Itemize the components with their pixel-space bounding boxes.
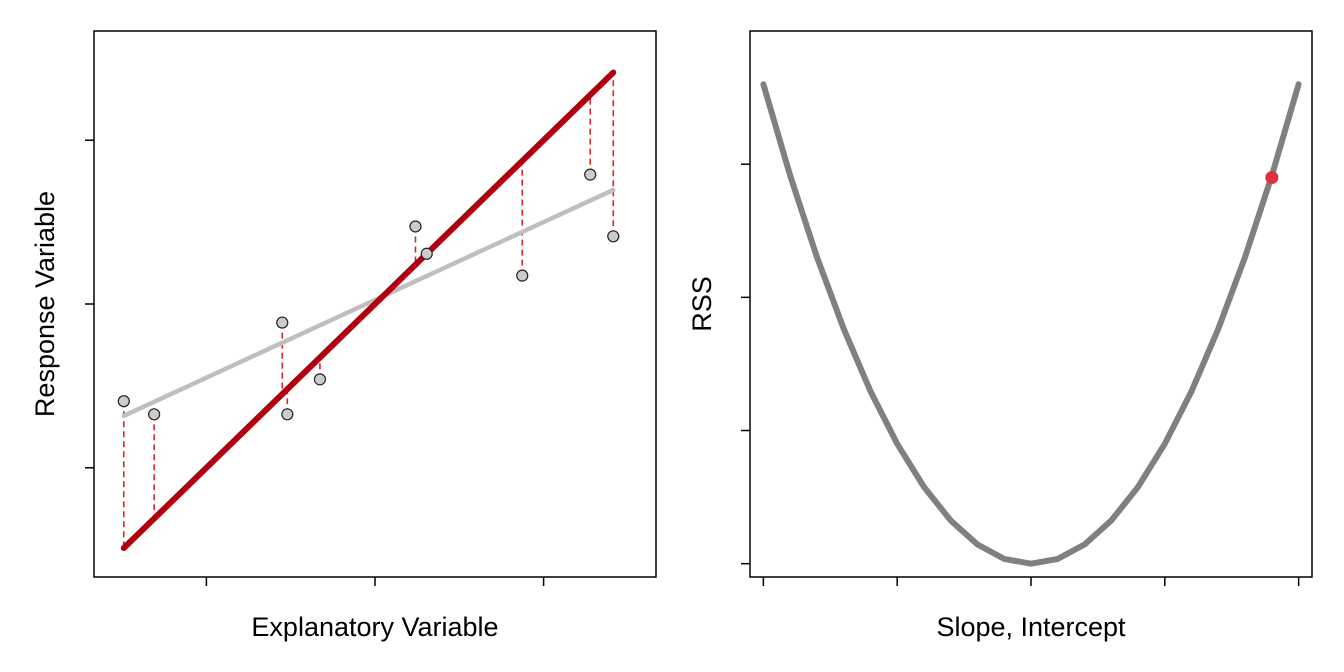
left-x-axis xyxy=(205,577,545,586)
data-point-3 xyxy=(281,408,294,421)
data-point-4 xyxy=(313,373,327,386)
right-x-axis-title: Slope, Intercept xyxy=(936,612,1126,642)
right-x-axis xyxy=(762,577,1300,586)
current-rss-point xyxy=(1265,170,1279,184)
data-point-6 xyxy=(420,247,433,260)
data-point-7 xyxy=(516,269,529,282)
right-y-axis xyxy=(741,163,750,565)
data-point-8 xyxy=(584,168,597,181)
rss-curve xyxy=(760,81,1302,567)
data-point-9 xyxy=(607,230,620,243)
residual-lines xyxy=(122,72,615,549)
data-points xyxy=(117,168,620,421)
left-x-axis-title: Explanatory Variable xyxy=(251,612,498,642)
left-y-axis-title: Response Variable xyxy=(30,191,60,417)
least-squares-line xyxy=(121,187,616,419)
left-panel-scatter: Explanatory Variable Response Variable xyxy=(30,30,657,642)
left-y-axis xyxy=(85,139,94,469)
data-point-2 xyxy=(276,316,289,329)
right-panel-rss: Slope, Intercept RSS xyxy=(687,30,1313,642)
right-y-axis-title: RSS xyxy=(687,276,717,332)
data-point-5 xyxy=(409,220,422,233)
data-point-1 xyxy=(148,408,161,421)
fitted-line xyxy=(120,69,617,552)
data-point-0 xyxy=(117,395,130,408)
